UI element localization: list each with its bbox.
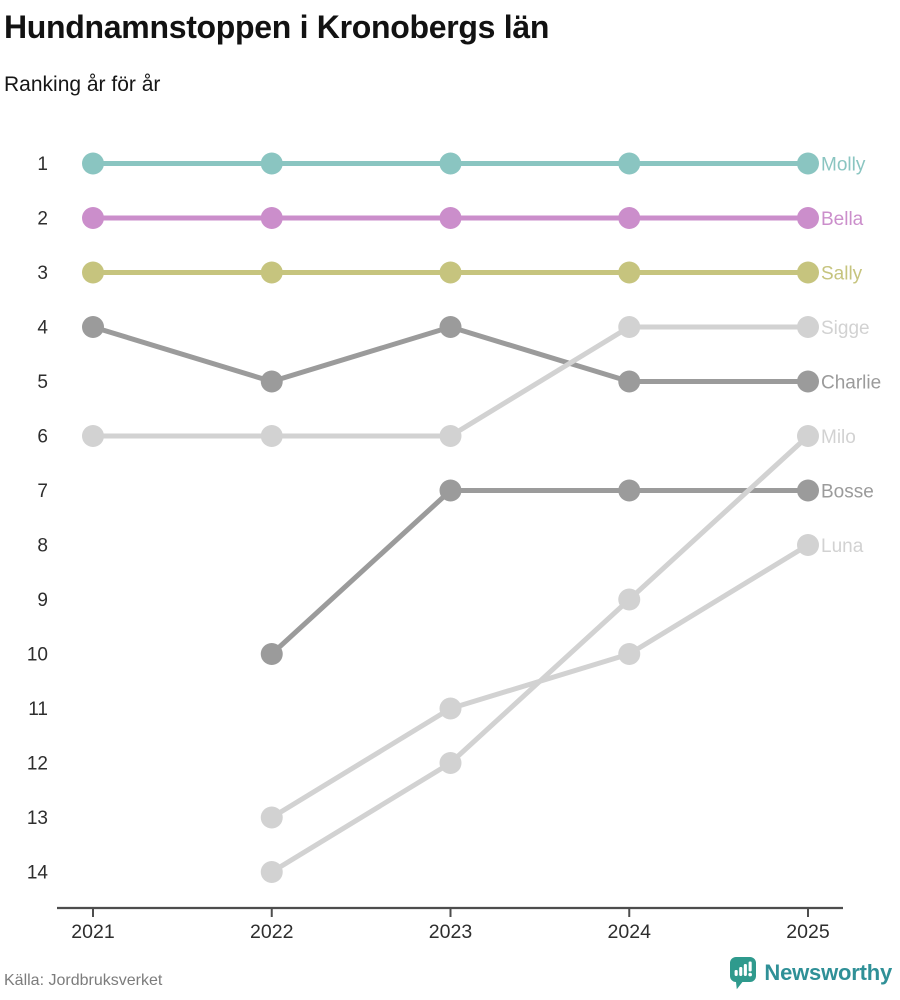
ranking-bump-chart: 1234567891011121314LunaBosseMiloCharlieS… xyxy=(27,152,881,943)
y-tick-label: 3 xyxy=(37,263,48,284)
y-tick-label: 8 xyxy=(37,536,48,557)
series-label-sally: Sally xyxy=(821,264,863,285)
y-tick-label: 9 xyxy=(37,590,48,611)
page-subtitle: Ranking år för år xyxy=(4,73,161,96)
logo-bar-chart-glyph xyxy=(735,961,753,977)
data-point xyxy=(82,261,104,284)
data-point xyxy=(260,643,283,665)
y-tick-label: 6 xyxy=(37,427,48,448)
page-title: Hundnamnstoppen i Kronobergs län xyxy=(4,9,550,45)
y-tick-label: 12 xyxy=(27,754,48,775)
x-tick-label: 2021 xyxy=(71,921,114,943)
data-point xyxy=(260,207,283,229)
y-tick-label: 4 xyxy=(37,318,48,339)
data-point xyxy=(439,152,462,175)
data-point xyxy=(439,261,462,284)
data-point xyxy=(439,425,462,447)
data-point xyxy=(82,207,104,229)
data-point xyxy=(797,370,819,393)
y-tick-label: 10 xyxy=(27,645,48,666)
y-tick-label: 1 xyxy=(37,154,48,175)
series-label-bella: Bella xyxy=(821,209,864,230)
data-point xyxy=(618,588,641,611)
data-point xyxy=(797,261,819,284)
x-tick-label: 2022 xyxy=(250,921,293,943)
series-label-luna: Luna xyxy=(821,536,864,557)
x-tick-label: 2024 xyxy=(608,921,652,943)
data-point xyxy=(618,316,641,338)
y-tick-label: 2 xyxy=(37,209,48,230)
data-point xyxy=(260,261,283,284)
series-label-milo: Milo xyxy=(821,427,856,448)
series-line-bosse xyxy=(270,488,808,656)
series-line-milo xyxy=(270,434,810,875)
data-point xyxy=(260,370,283,393)
series-label-molly: Molly xyxy=(821,155,866,176)
data-point xyxy=(260,152,283,175)
data-point xyxy=(82,152,104,175)
data-point xyxy=(618,261,641,284)
logo-bubble-shape xyxy=(730,957,757,990)
newsworthy-brand[interactable]: Newsworthy xyxy=(729,956,892,990)
x-tick-label: 2025 xyxy=(786,921,830,943)
series-label-sigge: Sigge xyxy=(821,318,870,339)
data-point xyxy=(439,207,462,229)
data-point xyxy=(797,425,819,447)
data-point xyxy=(797,479,819,502)
y-tick-label: 14 xyxy=(27,863,49,884)
newsworthy-logo-icon xyxy=(730,957,757,990)
data-point xyxy=(260,861,283,883)
y-tick-label: 7 xyxy=(37,481,48,502)
source-caption: Källa: Jordbruksverket xyxy=(4,972,163,989)
series-label-charlie: Charlie xyxy=(821,373,881,394)
data-point xyxy=(797,316,819,338)
data-point xyxy=(618,152,641,175)
y-tick-label: 13 xyxy=(27,808,48,829)
data-point xyxy=(797,152,819,175)
data-point xyxy=(618,643,641,665)
data-point xyxy=(618,207,641,229)
y-tick-label: 5 xyxy=(37,372,48,393)
data-point xyxy=(439,697,462,720)
data-point xyxy=(618,479,641,502)
x-tick-label: 2023 xyxy=(429,921,472,943)
data-point xyxy=(439,479,462,502)
data-point xyxy=(797,534,819,556)
newsworthy-brand-name: Newsworthy xyxy=(764,960,892,985)
series-label-bosse: Bosse xyxy=(821,482,874,503)
y-tick-label: 11 xyxy=(28,699,48,720)
data-point xyxy=(260,806,283,829)
data-point xyxy=(439,752,462,774)
data-point xyxy=(82,316,104,338)
data-point xyxy=(82,425,104,447)
data-point xyxy=(260,425,283,447)
data-point xyxy=(797,207,819,229)
data-point xyxy=(618,370,641,393)
data-point xyxy=(439,316,462,338)
